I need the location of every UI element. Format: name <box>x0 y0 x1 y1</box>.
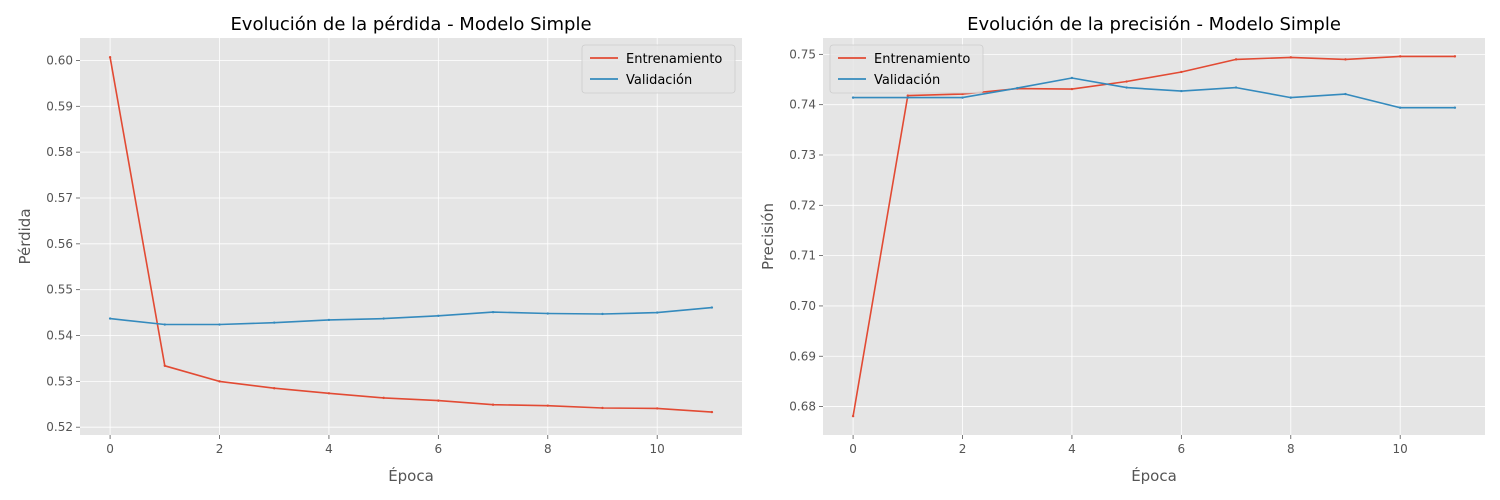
data-point <box>491 310 495 314</box>
data-point <box>1453 55 1457 58</box>
legend-box <box>829 44 984 94</box>
y-tick-label: 0.55 <box>46 283 73 297</box>
x-tick-label: 10 <box>1393 442 1408 456</box>
y-tick-label: 0.54 <box>46 329 73 343</box>
legend-label: Validación <box>874 73 940 88</box>
chart-title: Evolución de la pérdida - Modelo Simple <box>230 14 591 35</box>
y-tick-label: 0.60 <box>46 53 73 67</box>
data-point <box>1234 86 1238 89</box>
y-tick-label: 0.71 <box>789 249 816 263</box>
data-point <box>851 96 855 99</box>
y-axis-label: Precisión <box>759 203 777 270</box>
legend: Entrenamiento Validación <box>581 44 736 94</box>
y-tick-label: 0.69 <box>789 349 816 363</box>
data-point <box>1398 106 1402 109</box>
x-tick-label: 10 <box>650 442 665 456</box>
chart-title: Evolución de la precisión - Modelo Simpl… <box>967 14 1341 35</box>
chart-panel-1: 0 2 4 6 8 10 0.52 0.53 0.54 0.55 0.56 0.57 0.58 0.59 0… <box>16 14 742 485</box>
data-point <box>108 56 112 59</box>
chart-panel-2: 0 2 4 6 8 10 0.68 0.69 0.70 0.71 0.72 0.73 0.74 0.75 E… <box>759 14 1485 485</box>
series-line-train <box>109 57 712 413</box>
y-tick-label: 0.56 <box>46 237 73 251</box>
data-point <box>1125 86 1128 89</box>
data-point <box>327 318 331 322</box>
data-point <box>601 312 604 316</box>
data-point <box>218 380 221 383</box>
data-point <box>437 314 440 318</box>
y-axis-label: Pérdida <box>16 208 34 264</box>
x-axis-label: Época <box>388 466 434 485</box>
data-point <box>1453 106 1457 109</box>
data-point <box>1180 70 1183 74</box>
data-point <box>906 96 910 99</box>
data-point <box>491 403 495 406</box>
x-tick-label: 6 <box>435 442 443 456</box>
data-point <box>1289 56 1292 59</box>
data-point <box>437 399 440 402</box>
y-tick-label: 0.53 <box>46 374 73 388</box>
data-point <box>655 407 659 410</box>
series-line-train <box>852 55 1455 417</box>
legend-box <box>581 44 736 94</box>
data-point <box>1398 55 1402 58</box>
data-point <box>1016 86 1019 90</box>
legend: Entrenamiento Validación <box>829 44 984 94</box>
data-point <box>655 311 659 314</box>
series-line-val <box>853 77 1455 109</box>
data-point <box>1344 58 1347 61</box>
data-point <box>273 321 276 324</box>
data-point <box>710 410 714 414</box>
data-point <box>1289 96 1292 99</box>
y-tick-label: 0.73 <box>789 148 816 162</box>
x-tick-label: 6 <box>1178 442 1186 456</box>
data-point <box>382 396 385 400</box>
y-tick-label: 0.72 <box>789 198 816 212</box>
data-point <box>163 364 167 367</box>
data-point <box>961 92 964 96</box>
data-point <box>961 96 964 99</box>
plot-area <box>80 38 742 435</box>
legend-label: Validación <box>626 73 692 88</box>
data-point <box>546 404 549 407</box>
x-tick-label: 4 <box>325 442 333 456</box>
data-point <box>1234 58 1238 61</box>
data-point <box>546 312 549 315</box>
data-point <box>906 94 910 97</box>
x-tick-label: 0 <box>849 442 857 456</box>
x-tick-label: 0 <box>106 442 114 456</box>
data-point <box>1344 92 1347 96</box>
data-point <box>218 323 221 326</box>
data-point <box>327 392 331 395</box>
y-tick-label: 0.59 <box>46 99 73 113</box>
data-point <box>1070 76 1074 80</box>
x-axis-label: Época <box>1131 466 1177 485</box>
data-point <box>1180 89 1183 93</box>
series-line-val <box>110 306 712 326</box>
data-point <box>273 387 276 390</box>
x-tick-label: 8 <box>544 442 552 456</box>
data-point <box>601 406 604 410</box>
x-tick-label: 2 <box>216 442 224 456</box>
y-tick-label: 0.75 <box>789 47 816 61</box>
y-tick-label: 0.68 <box>789 400 816 414</box>
data-point <box>108 317 112 320</box>
data-point <box>382 317 385 320</box>
data-point <box>710 306 714 309</box>
data-point <box>163 323 167 326</box>
data-point <box>1125 80 1128 83</box>
y-tick-label: 0.70 <box>789 299 816 313</box>
data-point <box>1070 87 1074 91</box>
legend-label: Entrenamiento <box>626 52 722 67</box>
y-tick-label: 0.58 <box>46 145 73 159</box>
x-tick-label: 8 <box>1287 442 1295 456</box>
legend-label: Entrenamiento <box>874 52 970 67</box>
data-point <box>851 414 855 418</box>
plot-area <box>823 38 1485 435</box>
x-tick-label: 4 <box>1068 442 1076 456</box>
x-tick-label: 2 <box>959 442 967 456</box>
y-tick-label: 0.57 <box>46 191 73 205</box>
y-tick-label: 0.52 <box>46 420 73 434</box>
y-tick-label: 0.74 <box>789 98 816 112</box>
